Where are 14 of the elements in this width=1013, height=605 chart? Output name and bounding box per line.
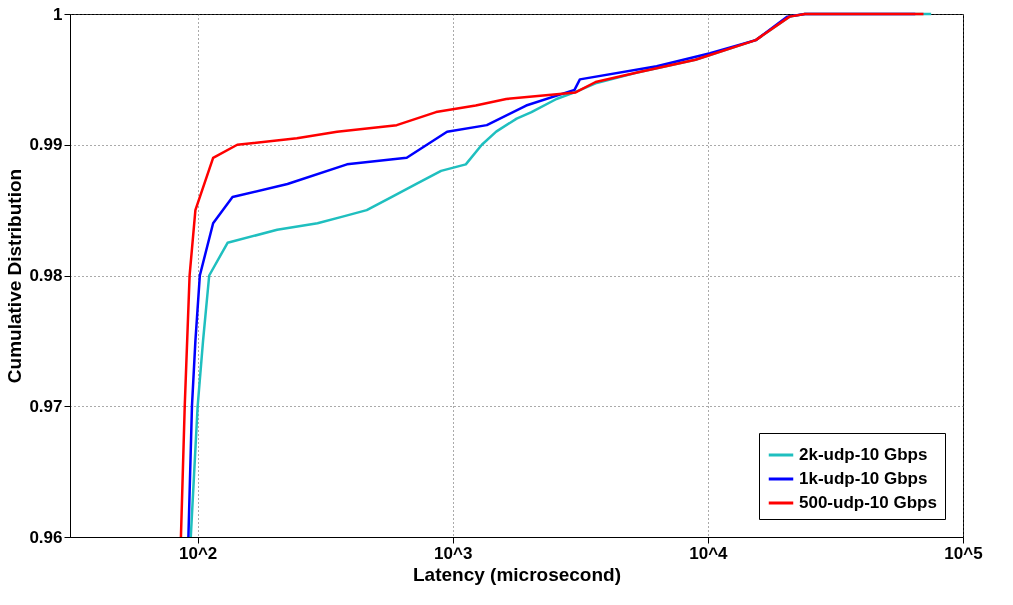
legend-label: 1k-udp-10 Gbps [799, 469, 928, 488]
x-tick-label: 10^2 [178, 543, 218, 563]
x-tick-label: 10^4 [689, 543, 729, 563]
legend-label: 500-udp-10 Gbps [799, 493, 937, 512]
y-tick-label: 0.98 [29, 266, 63, 285]
y-axis-title: Cumulative Distribution [4, 168, 26, 384]
x-tick-label: 10^5 [944, 543, 983, 563]
y-tick-label: 0.97 [29, 396, 63, 416]
x-axis-title: Latency (microsecond) [413, 563, 621, 585]
legend-label: 2k-udp-10 Gbps [799, 445, 928, 464]
y-tick-label: 0.96 [29, 527, 63, 547]
y-tick-label: 1 [53, 4, 63, 24]
x-tick-label: 10^3 [434, 543, 473, 563]
y-tick-label: 0.99 [29, 135, 63, 155]
